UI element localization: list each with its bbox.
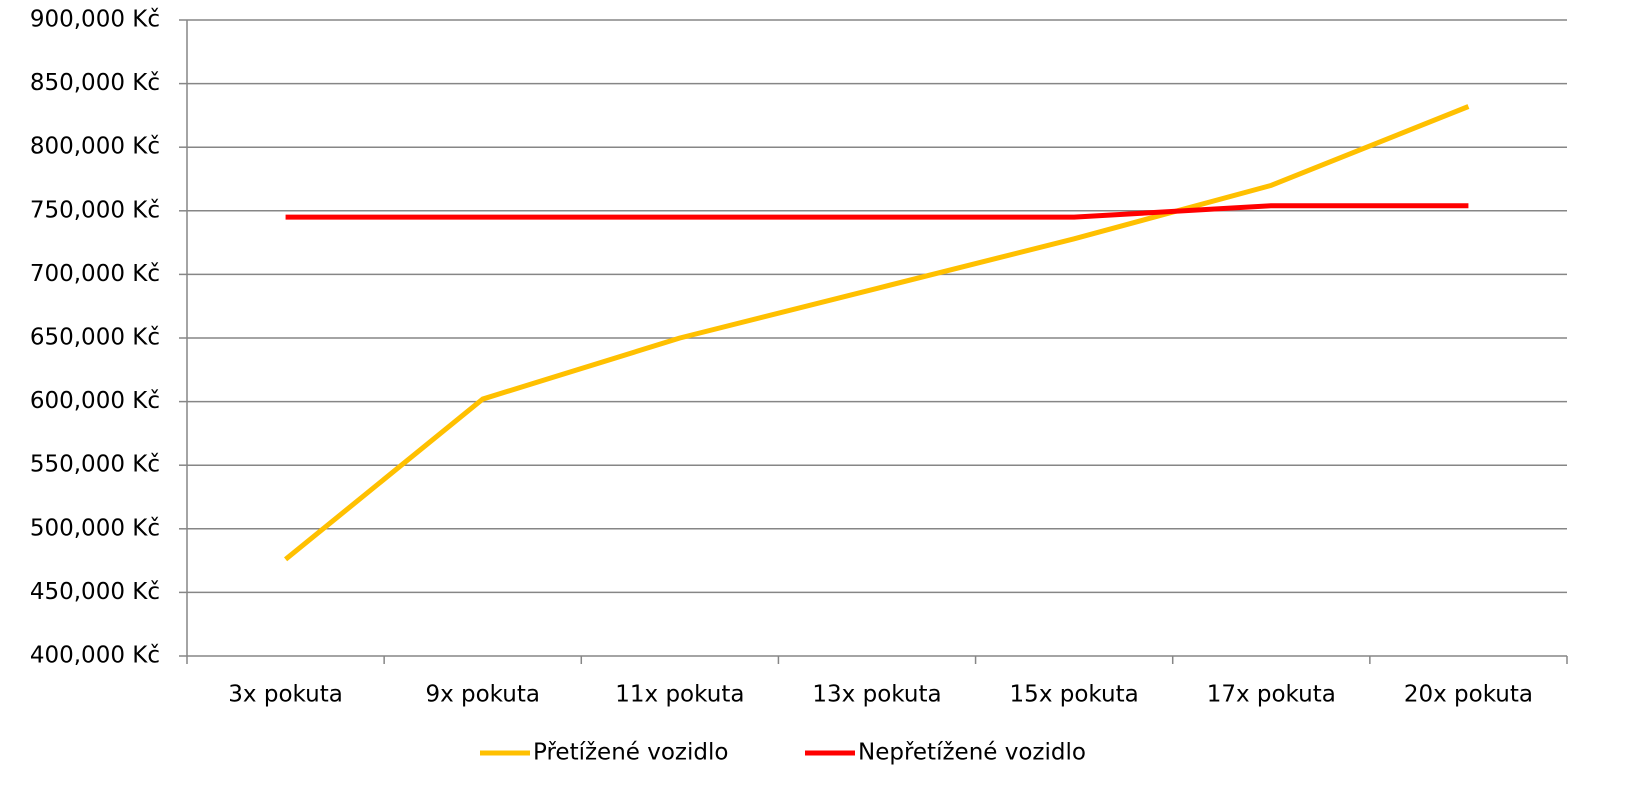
x-tick-label: 3x pokuta [228,682,343,708]
y-tick-label: 600,000 Kč [30,388,160,414]
y-tick-label: 500,000 Kč [30,515,160,541]
x-tick-label: 17x pokuta [1207,682,1336,708]
legend-label: Přetížené vozidlo [533,740,728,766]
series-line [285,203,1469,220]
x-tick-label: 11x pokuta [615,682,744,708]
y-tick-label: 750,000 Kč [30,197,160,223]
x-tick-label: 9x pokuta [425,682,540,708]
y-tick-label: 800,000 Kč [30,134,160,160]
y-tick-label: 550,000 Kč [30,452,160,478]
y-tick-label: 650,000 Kč [30,325,160,351]
legend-label: Nepřetížené vozidlo [858,740,1086,766]
y-tick-label: 700,000 Kč [30,261,160,287]
y-tick-label: 400,000 Kč [30,643,160,669]
y-tick-label: 450,000 Kč [30,579,160,605]
series-line [283,104,1470,562]
x-tick-label: 13x pokuta [812,682,941,708]
y-tick-label: 850,000 Kč [30,70,160,96]
x-tick-label: 20x pokuta [1404,682,1533,708]
y-tick-label: 900,000 Kč [30,7,160,33]
x-tick-label: 15x pokuta [1010,682,1139,708]
